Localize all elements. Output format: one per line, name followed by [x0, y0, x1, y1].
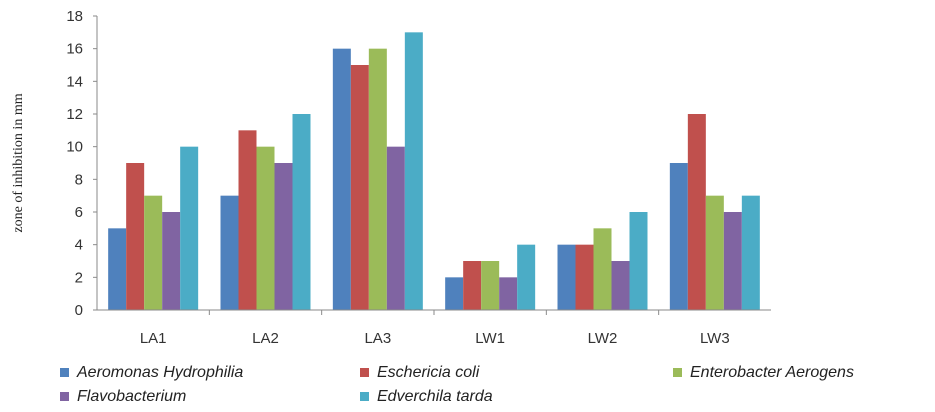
legend-label: Flavobacterium [77, 388, 186, 405]
bar [274, 163, 293, 310]
bar [669, 163, 688, 310]
bar [162, 212, 181, 310]
bar [593, 228, 612, 310]
bar [126, 163, 145, 310]
bar [220, 195, 239, 310]
y-tick-label: 12 [66, 106, 83, 123]
bar [557, 244, 576, 310]
y-tick-label: 6 [75, 204, 83, 221]
legend-label: Enterobacter Aerogens [690, 364, 854, 381]
bar [723, 212, 742, 310]
y-tick-label: 18 [66, 8, 83, 25]
bar [463, 261, 482, 310]
y-tick-label: 4 [75, 237, 83, 254]
bar [445, 277, 464, 310]
bar [611, 261, 630, 310]
legend-swatch [360, 368, 369, 377]
x-tick-labels: LA1 LA2 LA3 LW1 LW2 LW3 [140, 310, 730, 347]
y-tick-label: 14 [66, 73, 83, 90]
bar [629, 212, 648, 310]
x-tick-label: LA1 [140, 330, 167, 347]
x-tick-label: LA2 [252, 330, 279, 347]
bar [292, 114, 311, 310]
bar [332, 48, 351, 311]
bar [350, 65, 369, 310]
bar [386, 146, 405, 310]
y-tick-label: 0 [75, 302, 83, 319]
y-tick-label: 16 [66, 41, 83, 58]
y-axis-label: zone of inhibition in mm [11, 93, 26, 232]
legend-swatch [360, 392, 369, 401]
bars-layer [108, 32, 760, 311]
bar [741, 195, 760, 310]
bar [144, 195, 163, 310]
y-tick-labels: 0 2 4 6 8 10 12 14 16 18 [66, 8, 97, 319]
x-tick-label: LW3 [700, 330, 730, 347]
legend-swatch [60, 368, 69, 377]
x-tick-label: LW1 [475, 330, 505, 347]
bar [517, 244, 536, 310]
bar [180, 146, 199, 310]
legend: Aeromonas Hydrophilia Eschericia coli Ente… [60, 364, 854, 405]
legend-swatch [673, 368, 682, 377]
bar [687, 114, 706, 310]
legend-label: Aeromonas Hydrophilia [76, 364, 243, 381]
legend-label: Edverchila tarda [377, 388, 493, 405]
x-tick-label: LA3 [364, 330, 391, 347]
bar [481, 261, 500, 310]
bar [499, 277, 518, 310]
legend-label: Eschericia coli [377, 364, 480, 381]
bar [238, 130, 257, 310]
x-tick-label: LW2 [588, 330, 618, 347]
bar [108, 228, 127, 310]
legend-swatch [60, 392, 69, 401]
bar [705, 195, 724, 310]
bar [368, 48, 387, 311]
y-tick-label: 8 [75, 171, 83, 188]
y-tick-label: 10 [66, 139, 83, 156]
y-tick-label: 2 [75, 269, 83, 286]
bar [404, 32, 423, 310]
bar [256, 146, 275, 310]
bar [575, 244, 594, 310]
